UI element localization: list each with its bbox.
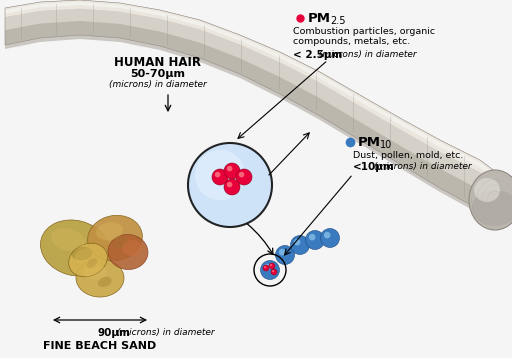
Ellipse shape xyxy=(96,222,123,241)
Circle shape xyxy=(321,228,339,247)
Text: HUMAN HAIR: HUMAN HAIR xyxy=(115,55,202,68)
Circle shape xyxy=(212,169,228,185)
Circle shape xyxy=(275,246,294,265)
Circle shape xyxy=(263,265,269,271)
Circle shape xyxy=(313,238,321,246)
Circle shape xyxy=(188,143,272,227)
Circle shape xyxy=(224,179,240,195)
Circle shape xyxy=(219,175,225,182)
Polygon shape xyxy=(5,35,500,229)
Ellipse shape xyxy=(51,228,85,251)
Circle shape xyxy=(283,253,291,261)
Ellipse shape xyxy=(113,236,128,249)
Circle shape xyxy=(215,172,220,178)
Ellipse shape xyxy=(88,215,142,261)
Polygon shape xyxy=(5,21,500,225)
Polygon shape xyxy=(5,9,500,205)
Ellipse shape xyxy=(69,243,108,277)
Circle shape xyxy=(230,169,237,176)
Circle shape xyxy=(227,166,232,171)
Circle shape xyxy=(298,243,306,251)
Circle shape xyxy=(270,264,272,266)
Circle shape xyxy=(279,249,286,256)
Text: PM: PM xyxy=(358,135,381,149)
Text: 50-70μm: 50-70μm xyxy=(131,69,185,79)
Ellipse shape xyxy=(87,258,97,268)
Circle shape xyxy=(269,263,275,269)
Ellipse shape xyxy=(72,247,93,260)
Circle shape xyxy=(264,264,270,271)
Text: < 2.5μm: < 2.5μm xyxy=(293,50,343,60)
Circle shape xyxy=(242,175,249,182)
Ellipse shape xyxy=(76,259,124,297)
Circle shape xyxy=(306,231,325,250)
Circle shape xyxy=(324,232,330,238)
Circle shape xyxy=(264,266,266,268)
Circle shape xyxy=(290,236,309,255)
Circle shape xyxy=(195,150,245,200)
Circle shape xyxy=(236,169,252,185)
Text: (microns) in diameter: (microns) in diameter xyxy=(316,50,417,59)
Circle shape xyxy=(309,234,315,241)
Circle shape xyxy=(261,261,280,280)
Ellipse shape xyxy=(98,277,112,287)
Text: Combustion particles, organic: Combustion particles, organic xyxy=(293,26,435,35)
Circle shape xyxy=(294,239,301,246)
Ellipse shape xyxy=(75,248,94,262)
Polygon shape xyxy=(5,0,500,225)
Circle shape xyxy=(273,271,276,274)
Circle shape xyxy=(268,268,275,276)
Ellipse shape xyxy=(472,190,512,226)
Ellipse shape xyxy=(83,265,107,280)
Ellipse shape xyxy=(474,178,500,202)
Text: 90μm: 90μm xyxy=(97,328,130,338)
Text: (microns) in diameter: (microns) in diameter xyxy=(114,329,215,338)
Text: (microns) in diameter: (microns) in diameter xyxy=(109,81,207,90)
Text: FINE BEACH SAND: FINE BEACH SAND xyxy=(44,341,157,351)
Circle shape xyxy=(271,269,277,275)
Circle shape xyxy=(271,265,274,268)
Ellipse shape xyxy=(108,234,148,270)
Ellipse shape xyxy=(40,220,110,276)
Circle shape xyxy=(230,185,237,192)
Circle shape xyxy=(272,270,274,272)
Text: 2.5: 2.5 xyxy=(330,16,346,26)
Polygon shape xyxy=(5,2,500,183)
Text: 10: 10 xyxy=(380,140,392,150)
Text: Dust, pollen, mold, etc.: Dust, pollen, mold, etc. xyxy=(353,150,463,160)
Text: (microns) in diameter: (microns) in diameter xyxy=(371,163,472,171)
Polygon shape xyxy=(5,0,500,188)
Text: PM: PM xyxy=(308,11,331,24)
Ellipse shape xyxy=(469,170,512,230)
Circle shape xyxy=(265,267,268,270)
Text: <10μm: <10μm xyxy=(353,162,395,172)
Circle shape xyxy=(328,236,336,244)
Circle shape xyxy=(227,182,232,187)
Circle shape xyxy=(239,172,244,178)
Ellipse shape xyxy=(122,240,142,256)
Circle shape xyxy=(224,163,240,179)
Text: compounds, metals, etc.: compounds, metals, etc. xyxy=(293,38,410,47)
